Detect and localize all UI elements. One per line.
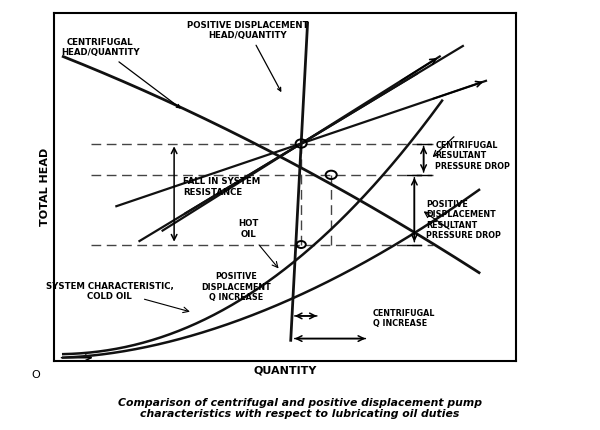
Text: SYSTEM CHARACTERISTIC,
COLD OIL: SYSTEM CHARACTERISTIC, COLD OIL <box>46 282 173 301</box>
Text: O: O <box>31 370 40 380</box>
Text: FALL IN SYSTEM
RESISTANCE: FALL IN SYSTEM RESISTANCE <box>184 177 260 197</box>
Y-axis label: TOTAL HEAD: TOTAL HEAD <box>40 148 50 226</box>
Text: POSITIVE DISPLACEMENT
HEAD/QUANTITY: POSITIVE DISPLACEMENT HEAD/QUANTITY <box>187 21 309 91</box>
Text: POSITIVE
DISPLACEMENT
RESULTANT
PRESSURE DROP: POSITIVE DISPLACEMENT RESULTANT PRESSURE… <box>426 200 501 240</box>
X-axis label: QUANTITY: QUANTITY <box>253 366 317 375</box>
Text: POSITIVE
DISPLACEMENT
Q INCREASE: POSITIVE DISPLACEMENT Q INCREASE <box>202 272 271 302</box>
Text: CENTRIFUGAL
HEAD/QUANTITY: CENTRIFUGAL HEAD/QUANTITY <box>61 38 180 108</box>
Text: CENTRIFUGAL
Q INCREASE: CENTRIFUGAL Q INCREASE <box>373 309 435 328</box>
Text: Comparison of centrifugal and positive displacement pump
characteristics with re: Comparison of centrifugal and positive d… <box>118 398 482 419</box>
Text: HOT
OIL: HOT OIL <box>238 219 258 239</box>
Text: CENTRIFUGAL
RESULTANT
PRESSURE DROP: CENTRIFUGAL RESULTANT PRESSURE DROP <box>435 141 510 171</box>
